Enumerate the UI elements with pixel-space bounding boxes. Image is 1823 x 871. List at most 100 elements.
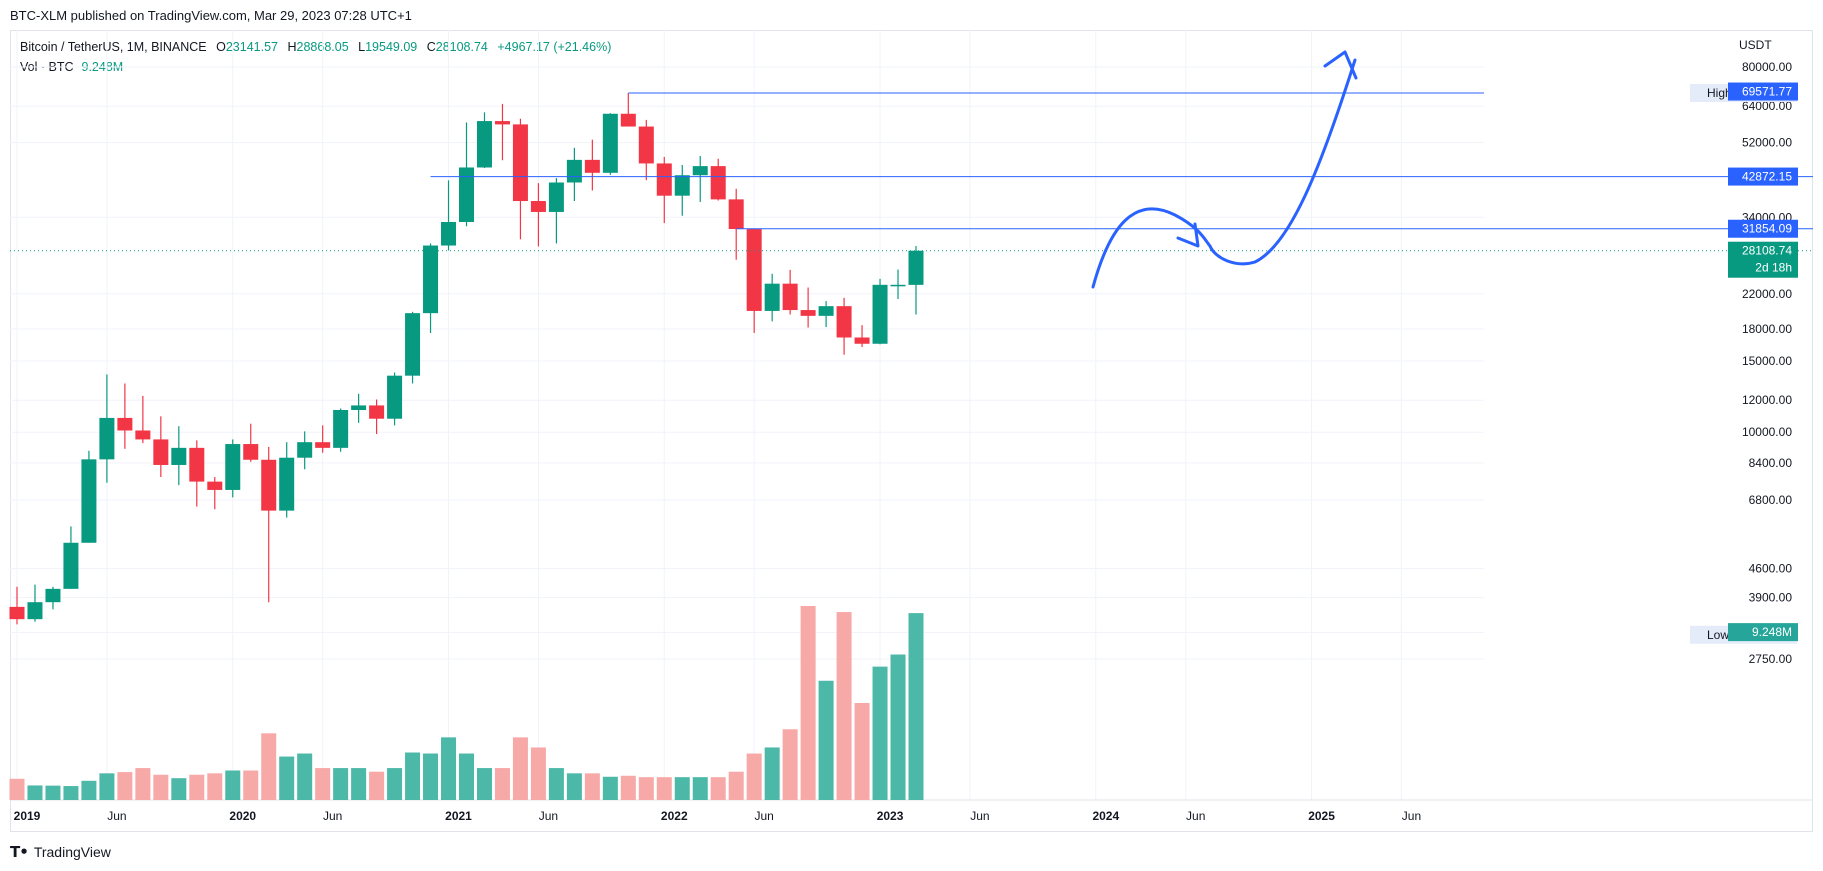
arrow-head: [1323, 50, 1358, 80]
candle-body: [674, 175, 690, 196]
candle-body: [27, 602, 43, 620]
open-label: O: [216, 40, 226, 54]
price-tag-resistance-1-bg: [1728, 167, 1798, 186]
volume-bar: [764, 747, 780, 800]
y-tick-label: 6800.00: [1749, 493, 1793, 507]
volume-bar: [566, 773, 582, 800]
price-tag-current-bg: [1728, 241, 1798, 278]
candle-body: [836, 306, 852, 338]
candle-body: [9, 606, 25, 620]
candle-body: [548, 182, 564, 212]
candle-body: [351, 405, 367, 411]
volume-bar: [135, 768, 151, 800]
volume-bar: [63, 786, 79, 800]
volume-bar: [441, 737, 457, 800]
high-label: H: [287, 40, 297, 54]
x-tick-label: 2024: [1092, 809, 1119, 823]
volume-bar: [476, 768, 492, 800]
candle-body: [782, 283, 798, 311]
volume-bar: [872, 666, 888, 800]
volume-bar: [674, 777, 690, 800]
x-tick-label: 2025: [1308, 809, 1335, 823]
volume-bar: [171, 778, 187, 800]
volume-bar: [369, 771, 385, 800]
price-legend: Bitcoin / TetherUS, 1M, BINANCE O23141.5…: [20, 40, 611, 54]
volume-bar: [530, 747, 546, 800]
candle-body: [764, 283, 780, 311]
x-tick-label: 2022: [661, 809, 688, 823]
volume-bar: [423, 753, 439, 800]
candle-body: [800, 310, 816, 316]
symbol-title[interactable]: Bitcoin / TetherUS, 1M, BINANCE: [20, 40, 207, 54]
x-tick-label: 2020: [229, 809, 256, 823]
candle-body: [189, 447, 205, 482]
price-tag-current: 28108.74: [1742, 244, 1792, 258]
candle-body: [692, 166, 708, 176]
low-label: L: [358, 40, 366, 54]
candle-body: [315, 442, 331, 448]
volume-bar: [638, 777, 654, 800]
volume-bar: [117, 772, 133, 800]
y-tick-label: 10000.00: [1742, 425, 1792, 439]
tradingview-logo-icon: 𝗧•: [10, 843, 29, 861]
volume-bar: [692, 777, 708, 800]
y-tick-label: 2750.00: [1749, 652, 1793, 666]
volume-bar: [459, 753, 474, 800]
volume-bar: [153, 774, 169, 800]
candle-body: [297, 442, 313, 458]
candle-body: [854, 337, 870, 344]
y-tick-label: 18000.00: [1742, 322, 1792, 336]
candle-body: [63, 542, 79, 589]
volume-bar: [494, 768, 510, 800]
candle-body: [333, 410, 349, 448]
candle-body: [602, 113, 618, 173]
volume-bar: [908, 613, 924, 800]
volume-bar: [189, 774, 205, 800]
footer-brand-label: TradingView: [33, 844, 111, 860]
volume-bar: [854, 703, 870, 800]
y-tick-label: 22000.00: [1742, 287, 1792, 301]
volume-bar: [405, 752, 421, 800]
candle-body: [638, 126, 654, 164]
volume-bar: [279, 756, 295, 800]
price-tag-high-bg: [1728, 82, 1798, 101]
arrow-head: [1176, 222, 1200, 248]
axis-unit-label: USDT: [1739, 38, 1772, 52]
volume-bar: [800, 606, 816, 800]
candle-body: [261, 459, 277, 511]
y-tick-label: 3900.00: [1749, 591, 1793, 605]
countdown-label: 2d 18h: [1755, 261, 1792, 275]
x-tick-label: 2019: [14, 809, 41, 823]
x-tick-label: 2021: [445, 809, 472, 823]
price-tag-resistance-2: 31854.09: [1742, 222, 1792, 236]
candle-body: [153, 439, 169, 465]
volume-bar: [315, 768, 331, 800]
volume-bar: [387, 768, 403, 800]
y-tick-label: 80000.00: [1742, 60, 1792, 74]
volume-bar: [99, 773, 115, 800]
candle-body: [818, 306, 834, 316]
candle-body: [207, 481, 223, 490]
candle-body: [530, 201, 546, 212]
candle-body: [225, 444, 241, 490]
volume-bar: [656, 777, 672, 800]
price-tag-resistance-1: 42872.15: [1742, 170, 1792, 184]
volume-bar: [243, 770, 259, 800]
volume-bar: [548, 768, 564, 800]
candle-body: [620, 113, 636, 127]
y-tick-label: 12000.00: [1742, 393, 1792, 407]
candle-body: [476, 121, 492, 168]
candle-body: [908, 250, 924, 285]
volume-bar: [782, 729, 798, 800]
open-value: 23141.57: [225, 40, 278, 54]
y-tick-label: 8400.00: [1749, 456, 1793, 470]
high-annotation-label: High: [1707, 86, 1732, 100]
candle-body: [243, 444, 259, 460]
candle-body: [584, 159, 600, 173]
volume-bar: [261, 733, 277, 800]
volume-bar: [746, 753, 762, 800]
volume-bar: [620, 775, 636, 800]
footer-brand[interactable]: 𝗧• TradingView: [10, 843, 111, 861]
volume-bar: [297, 753, 313, 800]
